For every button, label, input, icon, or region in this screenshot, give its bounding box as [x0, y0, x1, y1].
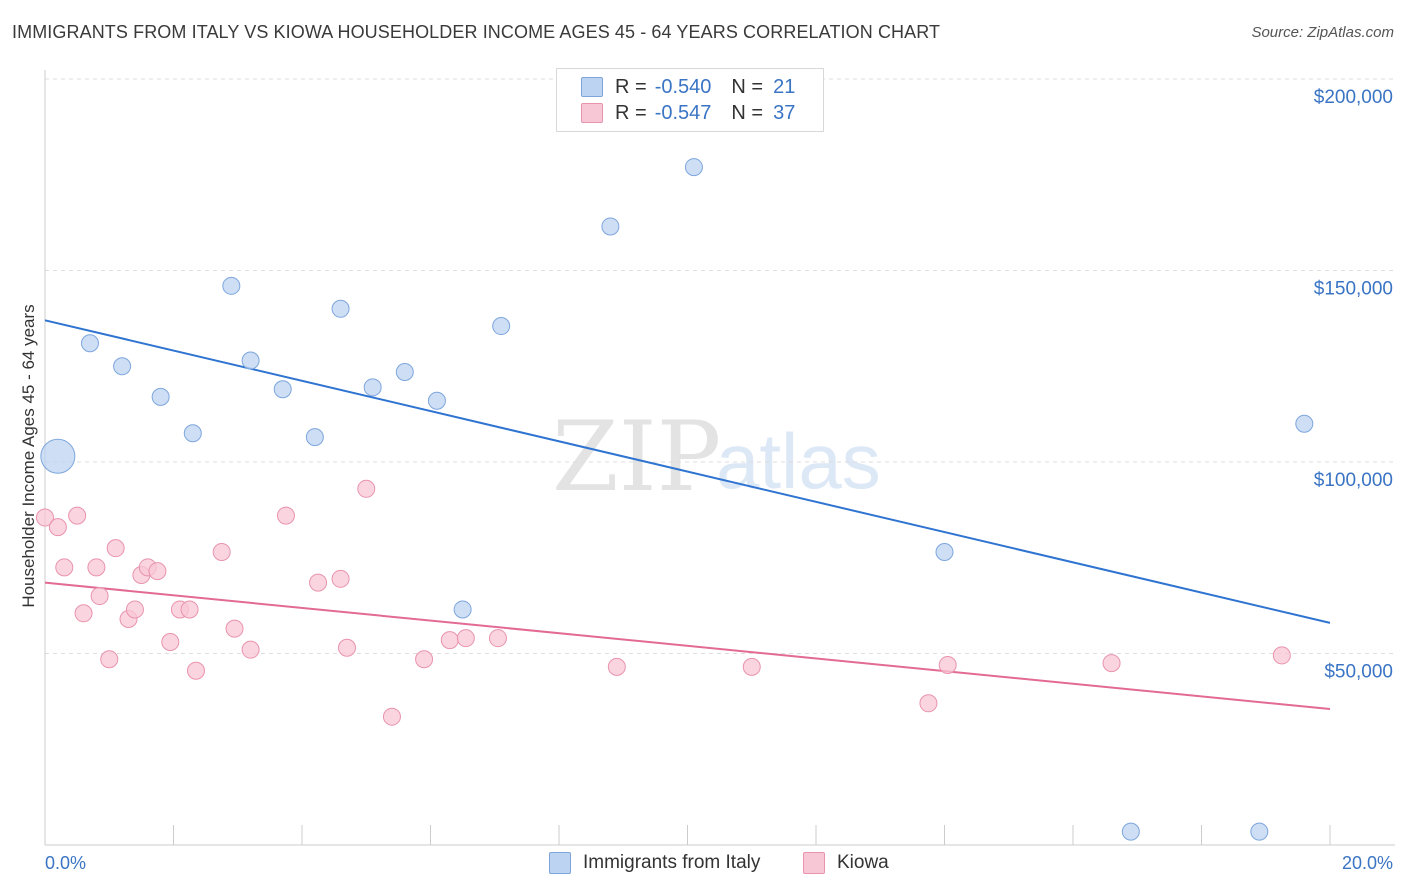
- point-italy: [40, 438, 76, 474]
- point-kiowa: [456, 629, 475, 648]
- point-kiowa: [309, 573, 328, 592]
- point-kiowa: [440, 631, 459, 650]
- point-kiowa: [1102, 654, 1121, 673]
- point-italy: [113, 357, 132, 376]
- point-italy: [395, 362, 414, 381]
- data-points: [36, 158, 1314, 841]
- legend-r-label: R =: [615, 75, 647, 98]
- series-swatch-italy: [549, 852, 571, 874]
- x-tick-label: 20.0%: [1342, 853, 1393, 873]
- chart-title: IMMIGRANTS FROM ITALY VS KIOWA HOUSEHOLD…: [12, 22, 941, 42]
- point-kiowa: [36, 508, 54, 527]
- trend-line-italy: [44, 319, 1331, 624]
- point-kiowa: [55, 558, 74, 577]
- point-kiowa: [186, 661, 205, 680]
- series-legend-item-kiowa: Kiowa: [803, 852, 889, 874]
- point-kiowa: [74, 604, 93, 623]
- point-kiowa: [488, 629, 507, 648]
- point-kiowa: [337, 638, 356, 657]
- point-italy: [684, 158, 703, 177]
- point-kiowa: [919, 694, 938, 713]
- point-kiowa: [212, 543, 231, 562]
- point-kiowa: [68, 506, 87, 525]
- point-kiowa: [148, 562, 167, 581]
- y-tick-label: $100,000: [1314, 470, 1393, 491]
- point-italy: [492, 317, 511, 336]
- point-kiowa: [48, 518, 67, 537]
- point-kiowa: [241, 640, 260, 659]
- point-kiowa: [180, 600, 199, 619]
- series-legend: Immigrants from Italy Kiowa: [0, 852, 1406, 878]
- point-italy: [183, 424, 202, 443]
- point-italy: [1250, 822, 1269, 841]
- legend-r-value: -0.540: [654, 75, 712, 98]
- point-italy: [1121, 822, 1140, 841]
- point-kiowa: [87, 558, 106, 577]
- point-italy: [427, 391, 446, 410]
- legend-n-value: 21: [773, 75, 796, 98]
- point-kiowa: [357, 479, 376, 498]
- point-italy: [305, 428, 324, 447]
- legend-row-italy: R = -0.540 N = 21: [581, 75, 795, 99]
- series-swatch-kiowa: [803, 852, 825, 874]
- legend-n-label: N =: [731, 75, 764, 98]
- legend-swatch-italy: [581, 77, 603, 97]
- source-credit: Source: ZipAtlas.com: [1251, 24, 1394, 41]
- point-kiowa: [125, 600, 144, 619]
- point-italy: [331, 299, 350, 318]
- watermark-zip: ZIP: [552, 401, 721, 513]
- point-italy: [1295, 414, 1314, 433]
- legend-r-value: -0.547: [654, 101, 712, 124]
- point-kiowa: [100, 650, 119, 669]
- point-kiowa: [1272, 646, 1291, 665]
- point-italy: [273, 380, 292, 399]
- point-kiowa: [106, 539, 125, 558]
- point-italy: [935, 543, 954, 562]
- trend-lines: [44, 319, 1331, 711]
- point-kiowa: [276, 506, 295, 525]
- y-tick-label: $50,000: [1324, 662, 1393, 683]
- point-italy: [222, 276, 241, 295]
- series-legend-item-italy: Immigrants from Italy: [549, 852, 760, 874]
- point-kiowa: [607, 657, 626, 676]
- point-kiowa: [331, 569, 350, 588]
- point-kiowa: [742, 657, 761, 676]
- axis-labels: $50,000 $100,000 $150,000 $200,000 0.0% 20.0%…: [19, 87, 1393, 873]
- watermark: ZIP atlas: [552, 401, 881, 513]
- y-tick-label: $150,000: [1314, 279, 1393, 300]
- x-tick-label: 0.0%: [45, 853, 86, 873]
- point-italy: [80, 334, 99, 353]
- point-italy: [363, 378, 382, 397]
- y-tick-label: $200,000: [1314, 87, 1393, 108]
- point-kiowa: [938, 655, 957, 674]
- correlation-legend: R = -0.540 N = 21 R = -0.547 N = 37: [556, 68, 824, 132]
- point-italy: [453, 600, 472, 619]
- series-name-italy: Immigrants from Italy: [583, 852, 761, 873]
- legend-swatch-kiowa: [581, 103, 603, 123]
- point-kiowa: [225, 619, 244, 638]
- point-kiowa: [161, 633, 180, 652]
- legend-n-label: N =: [731, 101, 764, 124]
- y-axis-label: Householder Income Ages 45 - 64 years: [19, 304, 38, 607]
- point-italy: [241, 351, 260, 370]
- series-name-kiowa: Kiowa: [837, 852, 889, 873]
- point-kiowa: [415, 650, 434, 669]
- trend-line-kiowa: [44, 581, 1331, 711]
- legend-r-label: R =: [615, 101, 647, 124]
- legend-n-value: 37: [773, 101, 796, 124]
- watermark-atlas: atlas: [716, 417, 881, 505]
- legend-row-kiowa: R = -0.547 N = 37: [581, 101, 795, 125]
- point-italy: [151, 387, 170, 406]
- point-italy: [601, 217, 620, 236]
- point-kiowa: [382, 707, 401, 726]
- point-kiowa: [90, 587, 109, 606]
